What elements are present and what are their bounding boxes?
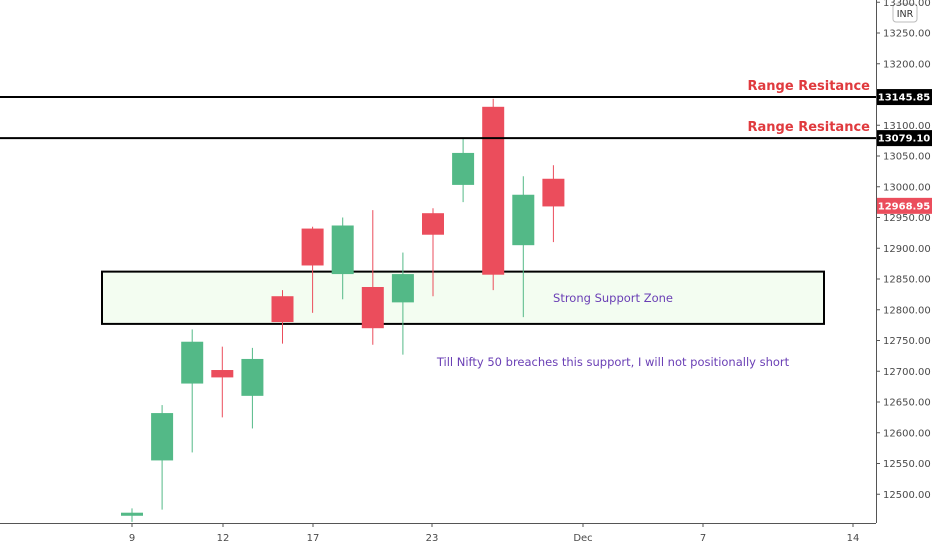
candle-body [542,178,565,207]
candle[interactable] [181,329,204,453]
candle-body [512,194,535,246]
resistance-label: Range Resitance [748,120,871,135]
candle-body [181,341,204,384]
y-tick-label: 12650.00 [883,398,931,409]
candle[interactable] [241,347,264,429]
candle[interactable] [361,210,384,345]
y-tick-label: 13000.00 [883,182,931,193]
price-label-text: 12968.95 [878,201,931,212]
price-label-text: 13079.10 [878,134,931,145]
candle-body [121,512,143,516]
line-price-label: 13079.10 [877,130,932,147]
candle-body [331,225,354,275]
annotation-note: Till Nifty 50 breaches this support, I w… [436,355,790,369]
currency-badge[interactable]: INR [892,3,918,23]
y-tick-labels: 12500.00 12550.00 12600.00 12650.00 12700.00… [876,0,931,501]
candle-body [271,296,294,323]
x-tick-label: Dec [573,533,592,544]
x-tick-label: 23 [426,533,439,544]
price-labels: 13145.85 13079.10 12968.95 [877,89,932,214]
candle[interactable] [331,217,354,300]
x-tick-label: 7 [700,533,706,544]
support-zone-label: Strong Support Zone [553,291,673,305]
y-tick-label: 12900.00 [883,244,931,255]
last-price-label: 12968.95 [877,197,932,214]
y-tick-label: 12500.00 [883,490,931,501]
candle[interactable] [211,346,234,418]
candle-body [482,106,505,275]
y-tick-label: 12750.00 [883,336,931,347]
x-tick-label: 17 [307,533,320,544]
candle[interactable] [422,208,444,297]
y-tick-label: 12850.00 [883,275,931,286]
currency-label: INR [897,9,914,20]
candle[interactable] [151,405,174,510]
y-tick-label: 12800.00 [883,305,931,316]
price-label-text: 13145.85 [878,93,931,104]
candle-body [211,370,234,378]
x-tick-labels: 9 12 17 23 Dec 7 14 [129,523,860,544]
candle-body [301,228,324,266]
y-tick-label: 13250.00 [883,29,931,40]
y-tick-label: 13050.00 [883,152,931,163]
y-tick-label: 13200.00 [883,59,931,70]
x-tick-label: 14 [847,533,860,544]
candle[interactable] [542,165,565,243]
candle[interactable] [301,226,324,313]
resistance-lines: Range Resitance Range Resitance [0,79,876,140]
candle-body [361,286,384,329]
candle-body [452,152,475,185]
candle[interactable] [271,290,294,344]
support-zone-box[interactable] [101,270,825,325]
candle[interactable] [512,176,535,318]
candle[interactable] [121,508,143,522]
x-tick-label: 12 [217,533,230,544]
candle[interactable] [391,252,414,355]
y-tick-label: 12700.00 [883,367,931,378]
candle[interactable] [452,138,475,203]
x-tick-label: 9 [129,533,135,544]
resistance-label: Range Resitance [748,79,871,94]
candle-body [151,413,174,461]
candle[interactable] [482,98,505,291]
line-price-label: 13145.85 [877,89,932,106]
y-tick-label: 12600.00 [883,428,931,439]
y-tick-label: 12950.00 [883,213,931,224]
y-tick-label: 12550.00 [883,459,931,470]
candle-body [241,358,264,396]
candle-body [391,274,414,303]
candle-body [422,213,444,235]
y-tick-label: 13300.00 [883,0,931,9]
y-tick-label: 13100.00 [883,121,931,132]
candles-group [121,98,565,522]
